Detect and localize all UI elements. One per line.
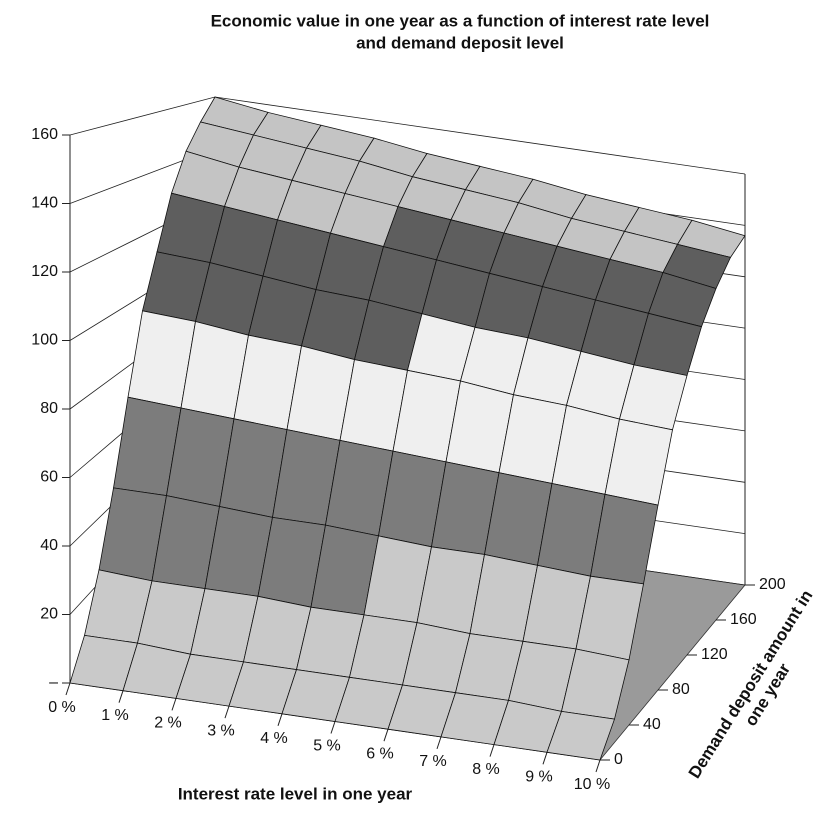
x-tick-label: 4 % (260, 730, 288, 747)
x-tick-label: 3 % (207, 722, 235, 739)
x-tick-label: 9 % (525, 769, 553, 786)
x-tick-label: 7 % (419, 753, 447, 770)
x-tick (171, 698, 177, 711)
z-tick-label: – (49, 674, 58, 691)
x-tick-label: 6 % (366, 745, 394, 762)
x-tick-label: 0 % (48, 699, 76, 716)
x-tick (277, 713, 283, 726)
y-tick-label: 120 (701, 646, 728, 663)
x-tick-label: 1 % (101, 707, 129, 724)
y-tick-label: 40 (643, 716, 661, 733)
z-tick-label: 80 (40, 400, 58, 417)
x-axis-title: Interest rate level in one year (178, 784, 413, 803)
z-tick-label: 140 (31, 195, 58, 212)
y-tick-label: 80 (672, 681, 690, 698)
x-tick (383, 729, 389, 742)
x-tick (65, 682, 71, 696)
z-tick-label: 160 (31, 126, 58, 143)
z-tick-label: 40 (40, 537, 58, 554)
surface-cell (546, 710, 616, 761)
x-tick-label: 2 % (154, 715, 182, 732)
z-tick-label: 120 (31, 263, 58, 280)
chart-title: Economic value in one year as a function… (211, 11, 710, 30)
x-tick-label: 5 % (313, 738, 341, 755)
z-tick-label: 60 (40, 469, 58, 486)
x-tick (489, 744, 495, 757)
y-tick-label: 160 (730, 611, 757, 628)
x-tick (436, 736, 442, 750)
chart-title: and demand deposit level (356, 33, 564, 52)
y-tick-label: 0 (614, 751, 623, 768)
z-tick-label: 100 (31, 332, 58, 349)
x-tick (542, 752, 548, 765)
y-tick-label: 200 (759, 576, 786, 593)
x-tick (118, 690, 124, 703)
x-tick (224, 705, 230, 719)
x-tick (330, 721, 336, 734)
x-tick-label: 10 % (574, 776, 610, 793)
z-tick-label: 20 (40, 606, 58, 623)
x-tick-label: 8 % (472, 761, 500, 778)
x-tick (595, 759, 601, 773)
